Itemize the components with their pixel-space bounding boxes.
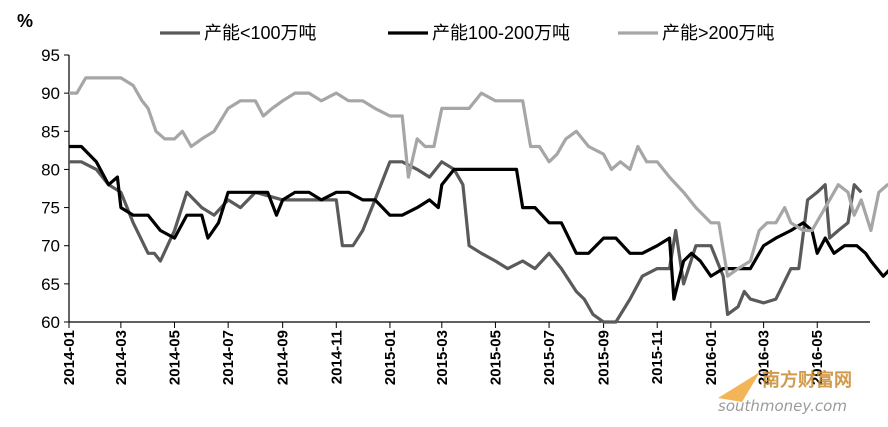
legend-label-1: 产能100-200万吨 [432, 23, 570, 43]
x-tick-label: 2014-11 [328, 330, 345, 384]
x-tick-label: 2016-01 [703, 330, 720, 385]
y-axis-unit: % [17, 11, 33, 31]
series-line-1 [69, 144, 888, 301]
legend-label-2: 产能>200万吨 [662, 23, 775, 43]
series-lines [69, 76, 888, 324]
x-tick-label: 2015-07 [541, 330, 558, 385]
watermark-logo-icon [718, 372, 760, 402]
y-axis: 60 65 70 75 80 85 90 95 [41, 46, 70, 332]
watermark-name: 南方财富网 [762, 369, 852, 391]
x-tick-label: 2015-09 [596, 330, 613, 385]
series-line-0 [69, 160, 863, 324]
x-tick-label: 2015-11 [649, 330, 666, 384]
legend: 产能<100万吨 产能100-200万吨 产能>200万吨 [160, 23, 775, 43]
series-line-2 [69, 76, 888, 278]
x-tick-label: 2016-05 [809, 330, 826, 385]
y-tick-label: 85 [41, 122, 60, 141]
x-tick-label: 2014-03 [113, 330, 130, 385]
y-tick-label: 95 [41, 46, 60, 65]
x-axis: 2014-01 2014-03 2014-05 2014-07 2014-09 2014-… [61, 321, 870, 385]
x-tick-label: 2015-05 [487, 330, 504, 385]
x-tick-label: 2015-03 [434, 330, 451, 385]
x-tick-label: 2014-07 [220, 330, 237, 385]
y-tick-label: 70 [41, 237, 60, 256]
x-tick-label: 2014-09 [275, 330, 292, 385]
y-tick-label: 65 [41, 275, 60, 294]
y-tick-label: 60 [41, 313, 60, 332]
y-tick-label: 75 [41, 199, 60, 218]
legend-label-0: 产能<100万吨 [204, 23, 317, 43]
watermark-url: southmoney.com [718, 397, 847, 415]
x-tick-label: 2014-01 [61, 330, 78, 385]
x-tick-label: 2014-05 [167, 330, 184, 385]
x-tick-label: 2016-03 [756, 330, 773, 385]
y-tick-label: 90 [41, 84, 60, 103]
y-tick-label: 80 [41, 160, 60, 179]
watermark: 南方财富网 southmoney.com [718, 369, 852, 415]
x-tick-label: 2015-01 [382, 330, 399, 385]
